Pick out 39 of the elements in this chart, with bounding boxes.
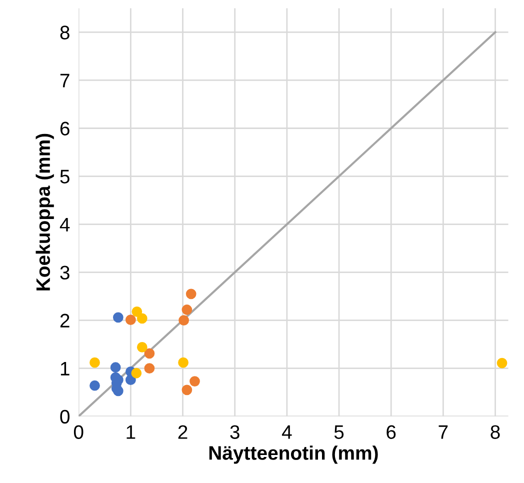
x-tick-label: 4: [282, 425, 292, 439]
y-tick-label: 3: [60, 266, 70, 280]
x-tick-label: 5: [334, 425, 344, 439]
point: [178, 357, 188, 368]
point: [132, 306, 142, 317]
x-tick-label: 8: [490, 425, 500, 439]
x-tick-label: 0: [74, 425, 84, 439]
point: [136, 313, 148, 324]
y-tick-label: 1: [60, 362, 70, 376]
point: [136, 342, 148, 352]
y-tick-label: 4: [60, 218, 70, 232]
y-tick-label: 2: [60, 314, 70, 328]
point: [90, 357, 100, 368]
point: [178, 315, 189, 326]
point: [125, 314, 136, 326]
y-tick-label: 8: [60, 26, 70, 40]
point: [110, 362, 121, 373]
x-tick-label: 3: [230, 425, 240, 439]
point: [144, 363, 155, 374]
x-axis-title: Näytteenotin (mm): [209, 446, 378, 464]
y-axis-title: Koekuoppa (mm): [36, 134, 54, 290]
y-tick-label: 0: [60, 410, 70, 424]
point: [182, 304, 192, 315]
point: [496, 358, 508, 368]
y-tick-label: 7: [60, 74, 70, 88]
point: [90, 380, 100, 391]
point: [190, 376, 200, 386]
y-tick-label: 5: [60, 170, 70, 184]
x-tick-label: 1: [126, 425, 136, 439]
y-tick-label: 6: [60, 122, 70, 136]
point: [144, 348, 155, 359]
point: [125, 374, 136, 386]
x-tick-label: 7: [438, 425, 448, 439]
x-tick-label: 6: [386, 425, 396, 439]
point: [131, 368, 142, 378]
point: [112, 312, 124, 323]
x-tick-label: 2: [178, 425, 188, 439]
point: [182, 384, 192, 396]
point: [186, 288, 196, 300]
